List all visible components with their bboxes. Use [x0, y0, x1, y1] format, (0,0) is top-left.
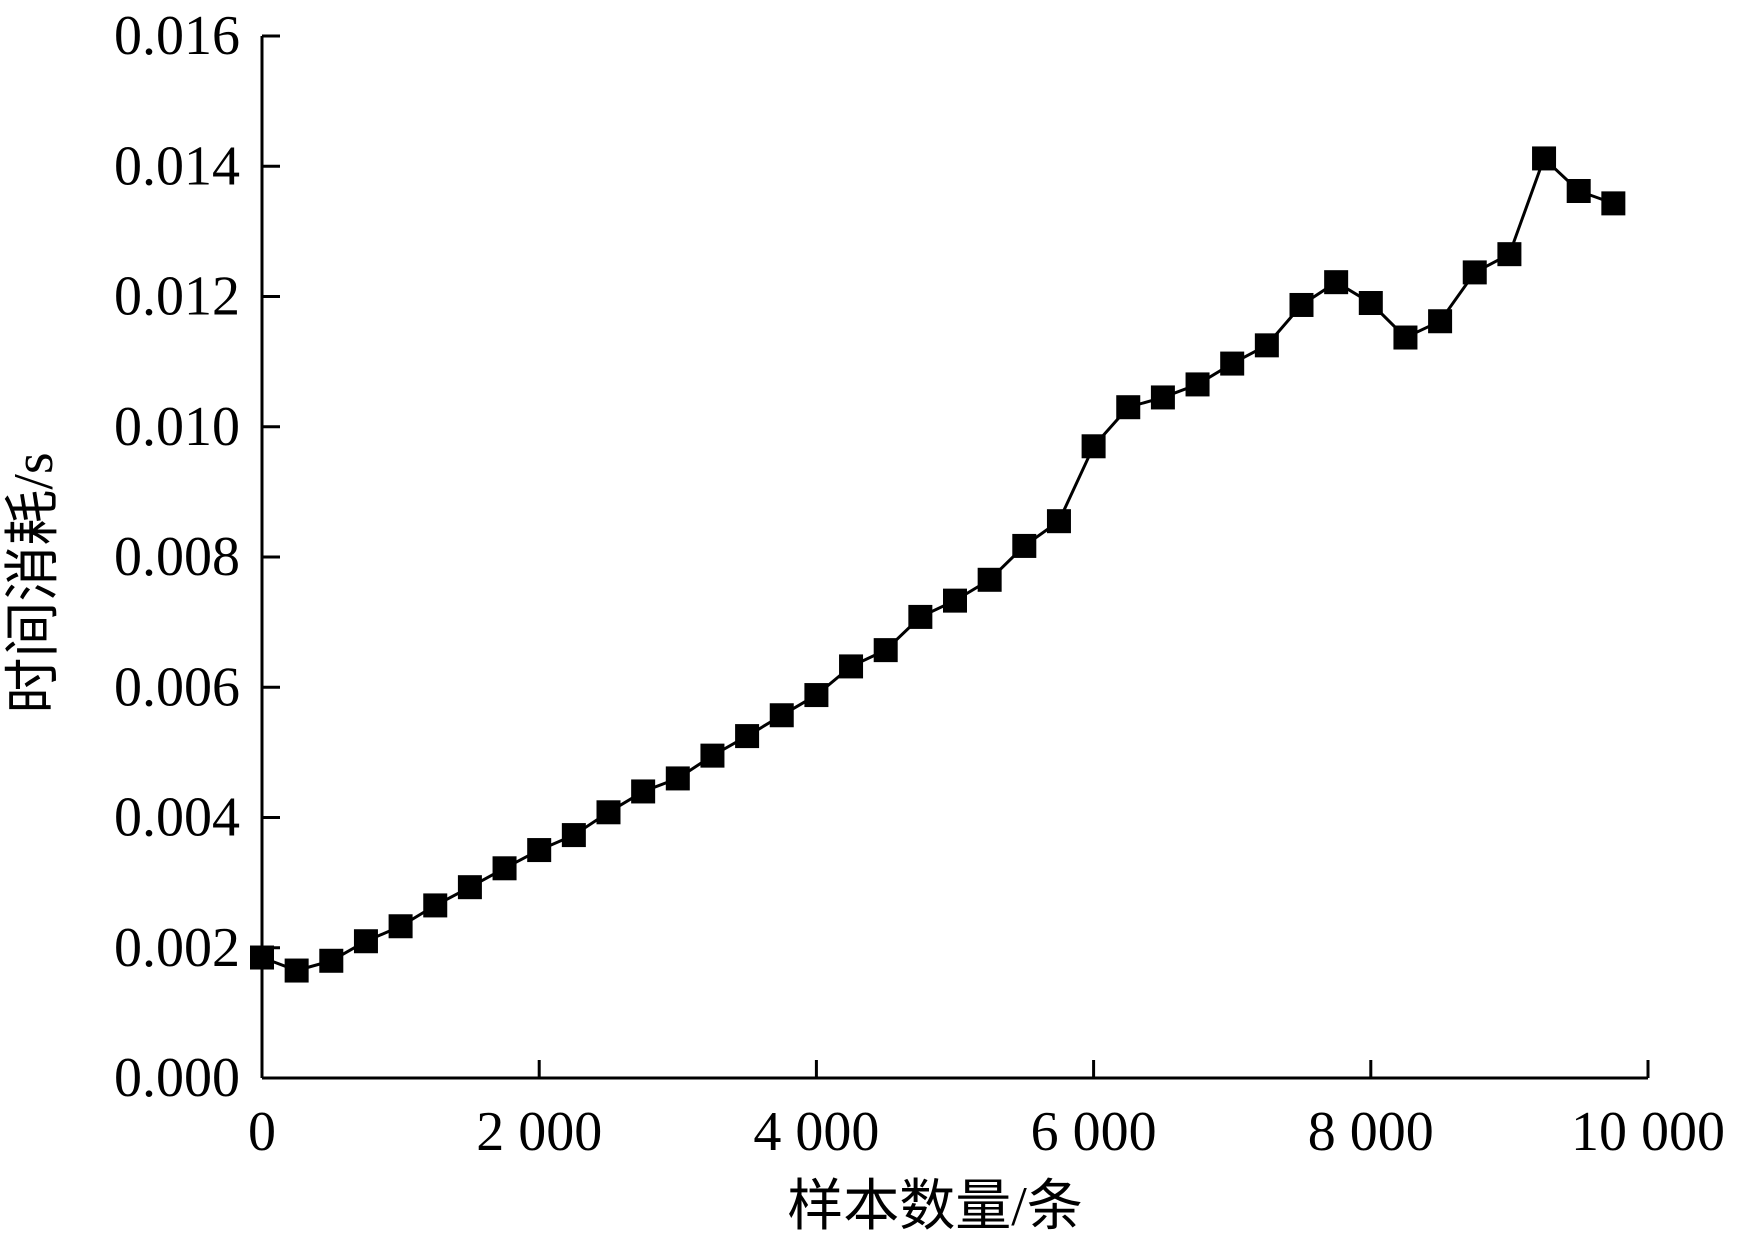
data-point [250, 945, 274, 970]
y-tick-label: 0.004 [114, 787, 240, 849]
y-tick-label: 0.010 [114, 396, 240, 458]
x-tick-label: 2 000 [476, 1101, 602, 1163]
data-point [319, 948, 344, 973]
data-point [804, 683, 829, 708]
y-tick-label: 0.008 [114, 526, 240, 588]
data-point [1289, 292, 1314, 317]
data-point [977, 567, 1002, 592]
data-point [1254, 333, 1279, 358]
data-point [908, 604, 933, 629]
data-point [665, 766, 690, 791]
plot-area [250, 146, 1626, 983]
x-axis-label: 样本数量/条 [787, 1176, 1083, 1238]
data-point [943, 588, 967, 613]
data-point [1116, 395, 1141, 420]
x-tick-label: 10 000 [1571, 1101, 1725, 1163]
y-axis-ticks: 0.000 0.002 0.004 0.006 0.008 0.010 0.012 0.014… [114, 5, 280, 1109]
data-point [735, 724, 760, 749]
data-point [284, 958, 309, 983]
data-point [700, 743, 725, 768]
x-tick-label: 6 000 [1031, 1101, 1157, 1163]
data-point [1462, 260, 1487, 285]
data-point [769, 703, 794, 728]
data-point [1046, 509, 1071, 534]
y-tick-label: 0.016 [114, 5, 240, 67]
data-point [1497, 242, 1522, 267]
data-point [839, 654, 864, 679]
x-tick-label: 0 [248, 1101, 276, 1163]
data-point [1358, 291, 1383, 316]
data-point [1081, 434, 1106, 459]
data-point [561, 823, 586, 848]
data-point [1532, 146, 1557, 171]
data-point [388, 914, 413, 939]
data-point [631, 779, 656, 804]
data-point [1220, 351, 1245, 376]
data-point [1324, 270, 1349, 295]
data-point [457, 875, 482, 900]
data-point [1428, 309, 1453, 334]
data-point [1566, 178, 1591, 203]
axes [260, 36, 1648, 1080]
data-point [1185, 372, 1210, 397]
y-tick-label: 0.002 [114, 917, 240, 979]
data-point [423, 893, 448, 918]
x-tick-label: 4 000 [753, 1101, 879, 1163]
data-point [353, 929, 378, 954]
data-point [1150, 385, 1175, 410]
data-point [873, 638, 898, 663]
y-tick-label: 0.012 [114, 266, 240, 328]
y-axis-label: 时间消耗/s [3, 452, 65, 713]
data-point [1012, 533, 1037, 558]
x-axis-ticks: 0 2 000 4 000 6 000 8 000 10 000 [248, 1060, 1725, 1163]
x-tick-label: 8 000 [1308, 1101, 1434, 1163]
data-point [1601, 191, 1626, 216]
data-point [527, 838, 552, 863]
y-tick-label: 0.000 [114, 1047, 240, 1109]
y-tick-label: 0.014 [114, 135, 240, 197]
y-tick-label: 0.006 [114, 656, 240, 718]
data-point [492, 856, 517, 881]
data-point [596, 800, 621, 825]
data-point [1393, 325, 1418, 350]
series-line [261, 155, 1614, 973]
